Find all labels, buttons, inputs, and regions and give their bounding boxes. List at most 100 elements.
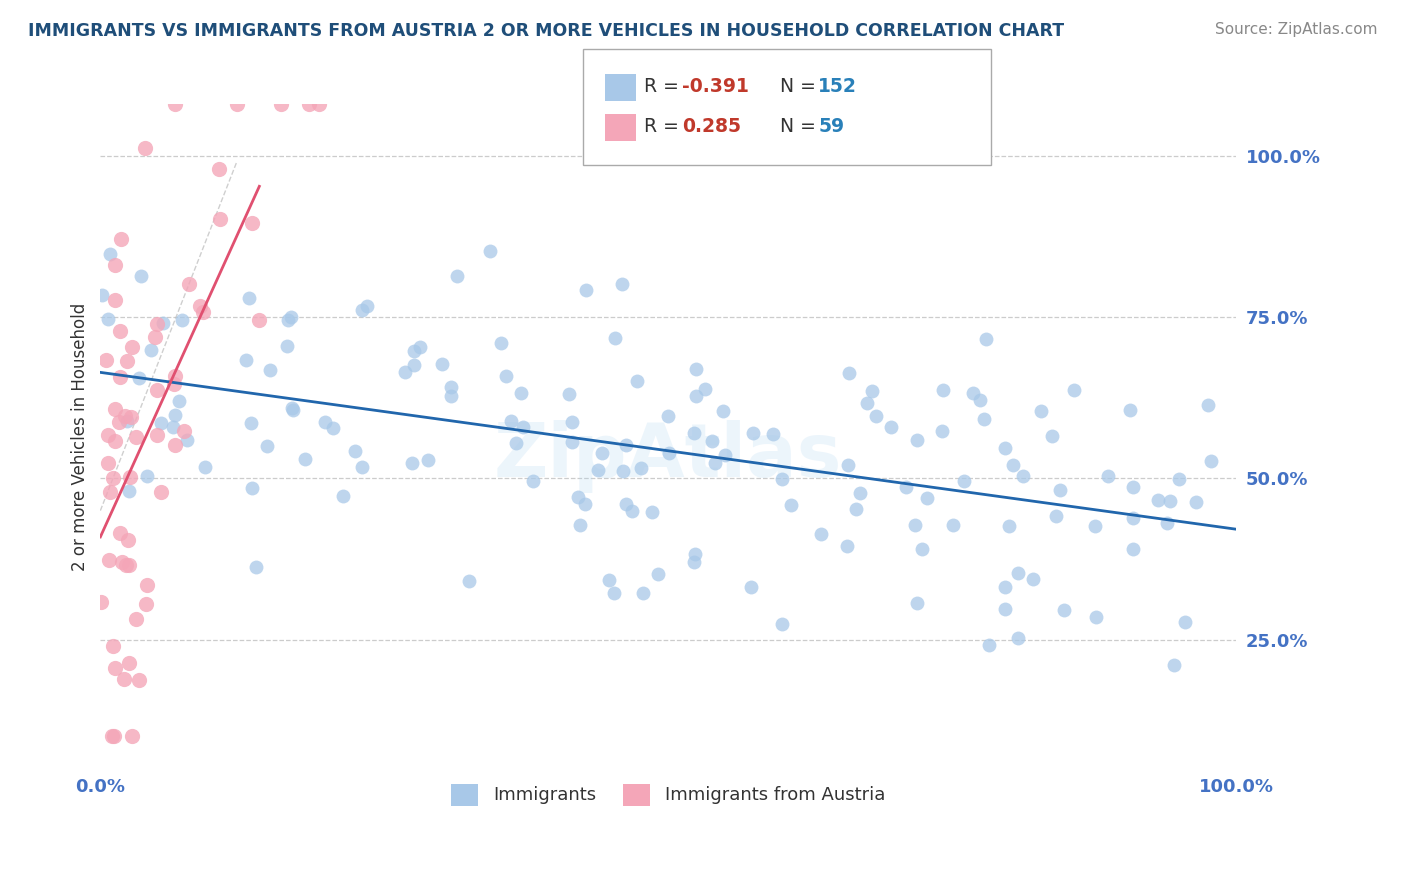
Point bbox=[700, 434, 723, 448]
Point bbox=[567, 490, 589, 504]
Point bbox=[114, 409, 136, 423]
Point bbox=[740, 580, 762, 594]
Point bbox=[165, 438, 187, 452]
Point bbox=[994, 442, 1017, 456]
Point bbox=[394, 365, 416, 379]
Point bbox=[402, 343, 425, 358]
Point bbox=[270, 97, 292, 112]
Point bbox=[974, 332, 997, 346]
Point bbox=[932, 383, 955, 397]
Point bbox=[141, 343, 163, 357]
Point bbox=[440, 379, 463, 393]
Point bbox=[146, 318, 169, 332]
Point bbox=[1084, 610, 1107, 624]
Point bbox=[172, 313, 194, 327]
Text: 152: 152 bbox=[818, 77, 858, 96]
Point bbox=[575, 283, 598, 297]
Point bbox=[120, 469, 142, 483]
Point bbox=[1159, 493, 1181, 508]
Point bbox=[247, 312, 270, 326]
Point bbox=[1122, 541, 1144, 556]
Point bbox=[1084, 519, 1107, 533]
Point bbox=[865, 409, 887, 424]
Text: Source: ZipAtlas.com: Source: ZipAtlas.com bbox=[1215, 22, 1378, 37]
Point bbox=[1168, 472, 1191, 486]
Text: N =: N = bbox=[780, 77, 823, 96]
Point bbox=[343, 444, 366, 458]
Point bbox=[911, 541, 934, 556]
Point bbox=[1122, 480, 1144, 494]
Point bbox=[167, 394, 190, 409]
Point bbox=[115, 414, 138, 428]
Point bbox=[479, 244, 502, 258]
Point bbox=[626, 374, 648, 388]
Point bbox=[108, 369, 131, 384]
Point bbox=[880, 420, 903, 434]
Point bbox=[835, 540, 858, 554]
Point bbox=[860, 384, 883, 398]
Point bbox=[446, 268, 468, 283]
Point bbox=[770, 472, 793, 486]
Point bbox=[1185, 495, 1208, 509]
Point bbox=[128, 371, 150, 385]
Point bbox=[1147, 492, 1170, 507]
Point bbox=[1199, 453, 1222, 467]
Text: R =: R = bbox=[644, 117, 685, 136]
Point bbox=[1163, 657, 1185, 672]
Point bbox=[1122, 511, 1144, 525]
Point bbox=[120, 409, 142, 424]
Point bbox=[1049, 483, 1071, 497]
Point bbox=[849, 486, 872, 500]
Point bbox=[977, 639, 1000, 653]
Point bbox=[298, 97, 321, 112]
Point bbox=[713, 448, 735, 462]
Point bbox=[1053, 603, 1076, 617]
Text: N =: N = bbox=[780, 117, 823, 136]
Point bbox=[1118, 403, 1140, 417]
Point bbox=[163, 376, 186, 391]
Point bbox=[110, 526, 132, 541]
Point bbox=[457, 574, 479, 589]
Point bbox=[647, 566, 669, 581]
Point bbox=[146, 383, 169, 397]
Point bbox=[941, 517, 963, 532]
Point bbox=[108, 324, 131, 338]
Point bbox=[685, 389, 707, 403]
Point bbox=[641, 505, 664, 519]
Point bbox=[1007, 631, 1029, 645]
Point bbox=[98, 484, 121, 499]
Point bbox=[117, 483, 139, 498]
Point bbox=[657, 409, 679, 423]
Point bbox=[104, 434, 127, 449]
Point bbox=[136, 578, 159, 592]
Point bbox=[489, 336, 512, 351]
Text: IMMIGRANTS VS IMMIGRANTS FROM AUSTRIA 2 OR MORE VEHICLES IN HOUSEHOLD CORRELATIO: IMMIGRANTS VS IMMIGRANTS FROM AUSTRIA 2 … bbox=[28, 22, 1064, 40]
Point bbox=[276, 339, 298, 353]
Point bbox=[969, 392, 991, 407]
Point bbox=[98, 247, 121, 261]
Point bbox=[409, 340, 432, 354]
Point bbox=[569, 517, 592, 532]
Point bbox=[685, 362, 707, 376]
Point bbox=[440, 389, 463, 403]
Point bbox=[1040, 428, 1063, 442]
Point bbox=[111, 555, 134, 569]
Point bbox=[101, 730, 124, 744]
Point bbox=[844, 501, 866, 516]
Point bbox=[125, 430, 148, 444]
Text: 59: 59 bbox=[818, 117, 845, 136]
Point bbox=[560, 434, 582, 449]
Point bbox=[931, 425, 953, 439]
Point bbox=[90, 595, 112, 609]
Point bbox=[614, 497, 637, 511]
Point bbox=[91, 288, 114, 302]
Point bbox=[101, 639, 124, 653]
Point bbox=[711, 404, 734, 418]
Point bbox=[143, 330, 166, 344]
Point bbox=[115, 558, 138, 572]
Point bbox=[209, 212, 232, 227]
Point bbox=[1012, 468, 1035, 483]
Point bbox=[118, 656, 141, 670]
Point bbox=[510, 386, 533, 401]
Point bbox=[495, 369, 517, 384]
